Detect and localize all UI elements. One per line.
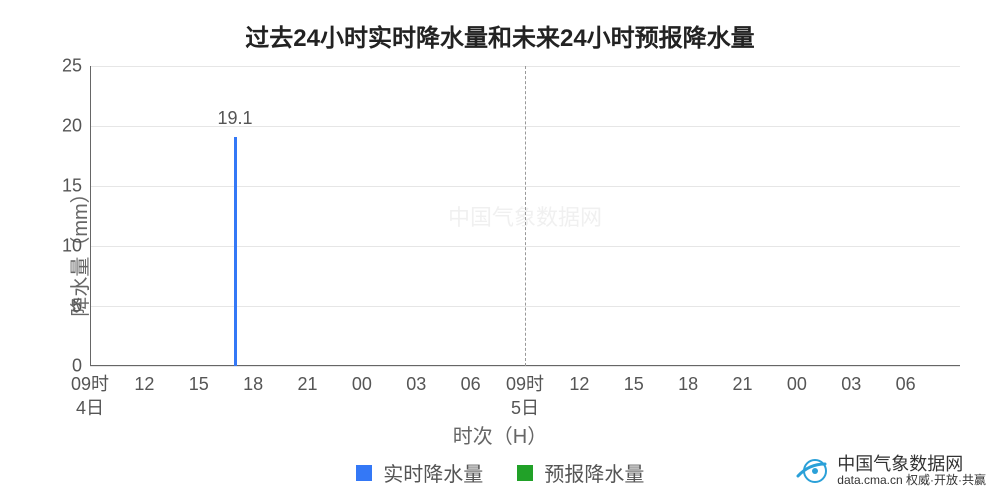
- attribution-title: 中国气象数据网: [837, 454, 986, 475]
- x-tick: 06: [896, 366, 916, 396]
- x-tick: 12: [569, 366, 589, 396]
- x-tick: 12: [134, 366, 154, 396]
- x-tick: 03: [841, 366, 861, 396]
- legend-label-forecast: 预报降水量: [544, 464, 644, 486]
- x-axis-label: 时次（H）: [0, 420, 1000, 449]
- legend-swatch-forecast: [517, 465, 533, 481]
- x-tick: 18: [243, 366, 263, 396]
- y-tick: 10: [62, 236, 90, 257]
- y-tick: 20: [62, 116, 90, 137]
- x-tick: 09时4日: [71, 366, 109, 421]
- x-tick: 21: [297, 366, 317, 396]
- attribution: 中国气象数据网 data.cma.cn 权威·开放·共赢: [795, 454, 986, 488]
- chart-title: 过去24小时实时降水量和未来24小时预报降水量: [0, 18, 1000, 53]
- legend-item-forecast: 预报降水量: [517, 458, 645, 487]
- x-tick: 00: [787, 366, 807, 396]
- y-tick: 25: [62, 56, 90, 77]
- reference-line: [525, 66, 526, 366]
- legend-label-realtime: 实时降水量: [383, 464, 483, 486]
- x-tick: 09时5日: [506, 366, 544, 421]
- x-tick: 15: [189, 366, 209, 396]
- x-tick: 00: [352, 366, 372, 396]
- globe-swoosh-icon: [795, 454, 829, 488]
- x-tick: 03: [406, 366, 426, 396]
- plot-area: 051015202509时4日1215182100030609时5日121518…: [90, 66, 960, 366]
- bar: [234, 137, 237, 366]
- x-tick: 15: [624, 366, 644, 396]
- x-tick: 18: [678, 366, 698, 396]
- y-tick: 15: [62, 176, 90, 197]
- y-tick: 5: [72, 296, 90, 317]
- legend-swatch-realtime: [356, 465, 372, 481]
- bar-value-label: 19.1: [217, 108, 252, 129]
- y-axis-line: [90, 66, 91, 366]
- x-tick: 21: [732, 366, 752, 396]
- attribution-subtitle: data.cma.cn 权威·开放·共赢: [837, 474, 986, 488]
- legend-item-realtime: 实时降水量: [356, 458, 484, 487]
- x-tick: 06: [461, 366, 481, 396]
